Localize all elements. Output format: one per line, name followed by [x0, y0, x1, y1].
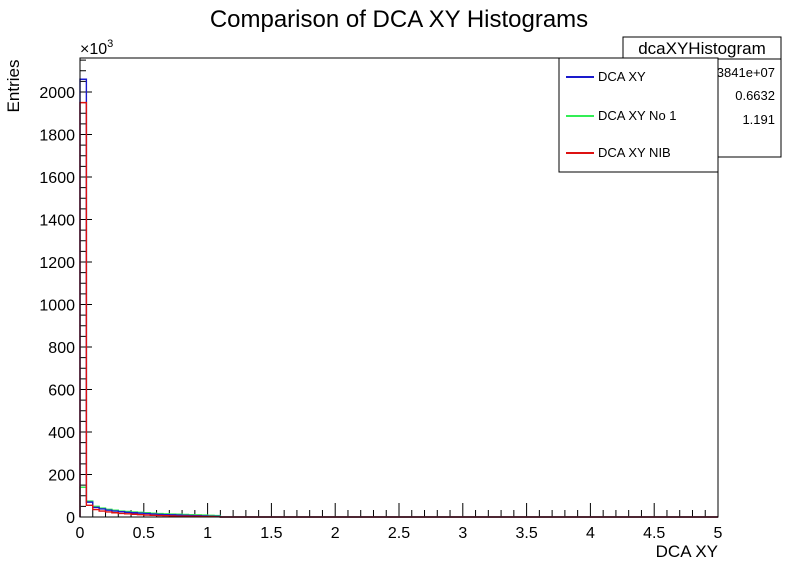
y-tick-label: 1000	[39, 298, 75, 315]
chart-title: Comparison of DCA XY Histograms	[210, 6, 588, 33]
y-axis-exponent-base: ×10	[80, 41, 107, 58]
y-tick-label: 1800	[39, 128, 75, 145]
y-axis-exponent-power: 3	[107, 38, 113, 50]
x-tick-label: 2.5	[388, 525, 410, 542]
y-tick-label: 600	[48, 383, 75, 400]
y-tick-label: 0	[66, 510, 75, 527]
stats-box-title: dcaXYHistogram	[638, 39, 766, 58]
y-tick-label: 800	[48, 340, 75, 357]
x-tick-label: 2	[331, 525, 340, 542]
y-axis-label: Entries	[4, 60, 23, 113]
y-tick-label: 400	[48, 425, 75, 442]
x-axis-label: DCA XY	[656, 542, 718, 561]
x-tick-label: 5	[714, 525, 723, 542]
x-tick-label: 3	[458, 525, 467, 542]
x-tick-label: 1.5	[260, 525, 282, 542]
y-tick-label: 2000	[39, 85, 75, 102]
plot-frame	[79, 57, 719, 518]
x-axis-ticks: 0 0.5 1 1.5 2 2.5 3 3.5 4 4.5 5	[76, 503, 723, 542]
y-tick-label: 1200	[39, 255, 75, 272]
legend-label-dca-xy-no-1: DCA XY No 1	[598, 108, 677, 123]
y-axis-ticks: 0 200 400 600 800 1000 1200 1400 1600 1800 2000	[39, 59, 92, 527]
stats-row-mean: 0.6632	[735, 88, 775, 103]
x-tick-label: 0.5	[133, 525, 155, 542]
y-tick-label: 1600	[39, 170, 75, 187]
x-tick-label: 1	[203, 525, 212, 542]
y-axis-exponent: ×103	[80, 38, 113, 58]
legend-label-dca-xy-nib: DCA XY NIB	[598, 145, 671, 160]
x-tick-label: 3.5	[515, 525, 537, 542]
y-tick-label: 1400	[39, 213, 75, 230]
x-tick-label: 4.5	[643, 525, 665, 542]
y-tick-label: 200	[48, 468, 75, 485]
legend: DCA XY DCA XY No 1 DCA XY NIB	[558, 57, 719, 173]
x-tick-label: 4	[586, 525, 595, 542]
x-tick-label: 0	[76, 525, 85, 542]
stats-row-entries: 3841e+07	[717, 65, 775, 80]
stats-row-stddev: 1.191	[742, 112, 775, 127]
legend-label-dca-xy: DCA XY	[598, 69, 646, 84]
